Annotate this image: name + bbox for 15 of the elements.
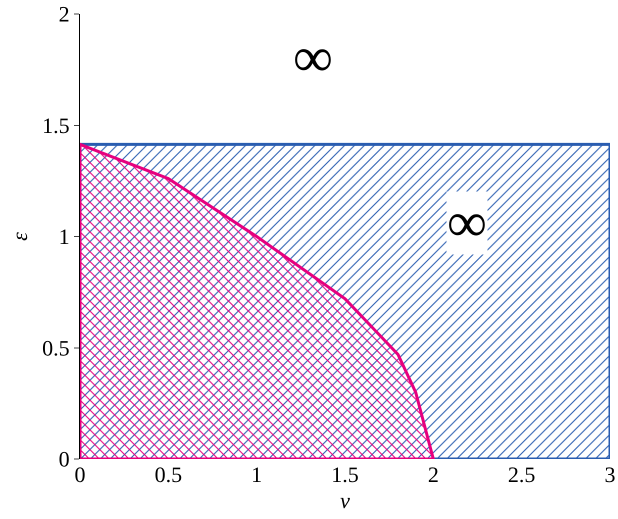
- y-tick-label: 1: [58, 224, 70, 250]
- x-tick-label: 2: [428, 462, 439, 487]
- y-tick-label: 0.5: [42, 335, 70, 360]
- x-tick-label: 0: [74, 462, 86, 487]
- y-axis-title: ε: [6, 232, 32, 241]
- annotation: ∞: [447, 192, 487, 254]
- x-tick-label: 3: [604, 462, 616, 487]
- y-tick-label: 2: [58, 2, 70, 27]
- x-tick-label: 1.5: [331, 462, 359, 487]
- x-tick-label: 2.5: [508, 462, 536, 487]
- x-tick-label: 0.5: [154, 462, 182, 487]
- annotation: ∞: [293, 27, 333, 89]
- x-tick-label: 1: [251, 462, 262, 487]
- y-tick-label: 1.5: [42, 112, 70, 138]
- x-axis-title: v: [340, 488, 350, 513]
